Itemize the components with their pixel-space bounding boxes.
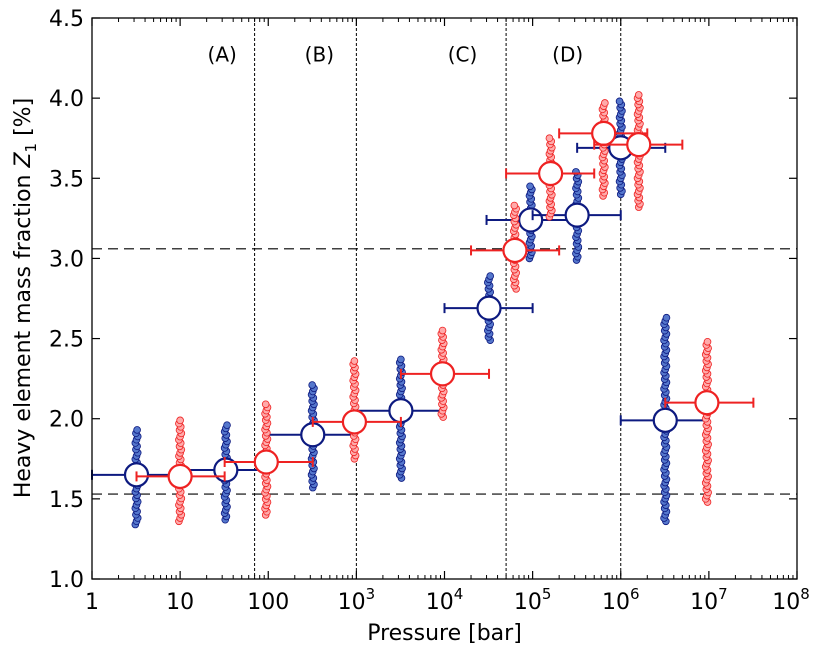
mean-marker bbox=[341, 409, 368, 435]
sample-point bbox=[350, 357, 359, 365]
region-label: (B) bbox=[305, 42, 334, 66]
sample-cloud bbox=[701, 337, 712, 506]
y-tick-label: 1.0 bbox=[49, 568, 84, 593]
sample-point bbox=[703, 337, 712, 346]
x-tick-label: 100 bbox=[247, 590, 289, 615]
region-labels: (A) (B) (C) (D) bbox=[208, 42, 584, 66]
x-axis-label: Pressure [bar] bbox=[367, 621, 522, 646]
region-label: (D) bbox=[552, 42, 583, 66]
x-tick-label: 105 bbox=[514, 585, 552, 615]
sample-point bbox=[526, 182, 534, 191]
y-tick-label: 1.5 bbox=[49, 488, 84, 513]
region-label: (C) bbox=[448, 42, 478, 66]
sample-point bbox=[261, 400, 270, 409]
sample-point bbox=[662, 313, 671, 322]
sample-point bbox=[510, 201, 519, 210]
plot-frame bbox=[91, 17, 798, 580]
mean-marker bbox=[538, 160, 564, 187]
y-tick-label: 2.0 bbox=[49, 408, 84, 433]
mean-marker bbox=[429, 361, 456, 387]
mean-marker bbox=[476, 295, 502, 321]
y-tick-label: 3.5 bbox=[49, 167, 84, 192]
mean-marker bbox=[626, 132, 652, 158]
mean-marker bbox=[253, 449, 279, 475]
reference-lines bbox=[92, 18, 797, 579]
x-tick-label: 10 bbox=[166, 590, 194, 615]
sample-cloud bbox=[598, 99, 609, 200]
sample-point bbox=[133, 426, 141, 434]
x-tick-label: 104 bbox=[426, 585, 464, 615]
mean-marker bbox=[694, 390, 720, 416]
axis-ticks: 1 10 100 103 104 105 106 107 108 1.0 1.5 2.0 2.5 3.0 3… bbox=[49, 7, 810, 615]
sample-cloud bbox=[660, 313, 671, 526]
sample-point bbox=[176, 416, 184, 425]
sample-point bbox=[397, 355, 405, 364]
mean-marker bbox=[591, 120, 617, 147]
x-tick-label: 1 bbox=[85, 590, 99, 615]
y-tick-label: 2.5 bbox=[49, 328, 84, 353]
mean-marker bbox=[564, 202, 590, 228]
sample-point bbox=[486, 272, 495, 280]
region-label: (A) bbox=[208, 42, 237, 66]
y-tick-label: 4.5 bbox=[49, 7, 84, 32]
series-0 bbox=[91, 97, 710, 529]
series-1 bbox=[135, 91, 755, 526]
x-tick-label: 107 bbox=[690, 585, 728, 615]
sample-point bbox=[223, 421, 231, 429]
y-axis-label: Heavy element mass fraction Z1 [%] bbox=[11, 98, 40, 498]
sample-point bbox=[615, 97, 624, 106]
x-tick-label: 106 bbox=[602, 585, 640, 615]
sample-point bbox=[601, 99, 609, 107]
mean-marker bbox=[518, 207, 544, 233]
sample-point bbox=[308, 381, 316, 389]
y-tick-label: 3.0 bbox=[49, 247, 84, 272]
sample-point bbox=[545, 134, 554, 143]
y-tick-label: 4.0 bbox=[49, 87, 84, 112]
sample-point bbox=[634, 91, 643, 99]
data-points bbox=[91, 91, 755, 529]
sample-point bbox=[438, 326, 447, 335]
x-tick-label: 103 bbox=[338, 585, 376, 615]
mean-marker bbox=[502, 237, 528, 264]
x-tick-label: 108 bbox=[772, 585, 810, 615]
mean-marker bbox=[652, 407, 678, 433]
mean-marker bbox=[167, 463, 193, 490]
